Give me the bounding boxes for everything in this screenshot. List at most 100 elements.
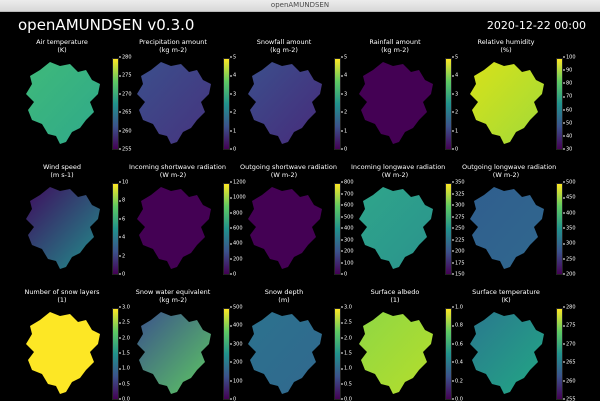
colorbar-tick-label: 2.5 [119, 320, 130, 326]
colorbar [223, 183, 230, 275]
colorbar-tick-label: 80 [563, 81, 572, 87]
colorbar-tick-label: 0.6 [452, 342, 463, 347]
colorbar-tick-label: 100 [341, 261, 354, 266]
colorbar-ticks: 280 275 270 265 260 255 [563, 305, 583, 401]
colorbar-tick-label: 3.0 [341, 305, 352, 311]
colorbar-tick-label: 265 [563, 360, 576, 366]
colorbar-tick-label: 1000 [230, 195, 246, 201]
panel-unit: (%) [500, 46, 512, 54]
colorbar [112, 183, 119, 275]
colorbar-tick-label: 270 [119, 92, 132, 97]
colorbar-tick-label: 50 [563, 121, 572, 126]
colorbar-tick-label: 10 [119, 180, 128, 186]
colorbar-tick-label: 0.0 [119, 397, 130, 401]
raster-map [242, 58, 326, 150]
panel-precipitation-amount: Precipitation amount (kg m-2) 5 4 3 2 1 0 [129, 38, 247, 158]
raster-map [242, 183, 326, 275]
raster-map [464, 58, 548, 150]
panel-title: Rainfall amount [369, 38, 421, 46]
colorbar [556, 58, 563, 150]
panel-title: Precipitation amount [139, 38, 207, 46]
panel-unit: (1) [57, 296, 67, 304]
colorbar [112, 58, 119, 150]
colorbar-tick-label: 450 [563, 195, 576, 201]
colorbar-tick-label: 600 [230, 226, 243, 232]
window-title: openAMUNDSEN [270, 1, 330, 9]
colorbar-tick-label: 0 [452, 147, 458, 153]
colorbar-tick-label: 1.0 [119, 366, 130, 372]
panel-air-temperature: Air temperature (K) 280 275 270 265 260 255 [18, 38, 136, 158]
colorbar-tick-label: 500 [230, 305, 243, 311]
colorbar-tick-label: 255 [119, 147, 132, 153]
panel-surface-temperature: Surface temperature (K) 280 275 270 265 260 255 [462, 288, 580, 401]
panel-title: Snow depth [264, 288, 304, 296]
colorbar-tick-label: 1.0 [341, 366, 352, 372]
colorbar-tick-label: 70 [563, 94, 572, 100]
panel-title: Wind speed [42, 163, 82, 171]
colorbar-tick-label: 1 [341, 129, 347, 134]
panel-wind-speed: Wind speed (m s-1) 10 8 6 4 2 0 [18, 163, 136, 283]
window-titlebar[interactable]: openAMUNDSEN [0, 0, 600, 12]
raster-map [353, 183, 437, 275]
colorbar-tick-label: 280 [563, 305, 576, 311]
colorbar-tick-label: 255 [563, 397, 576, 401]
colorbar-ticks: 10 8 6 4 2 0 [119, 180, 139, 277]
panel-title: Incoming shortwave radiation [129, 163, 226, 171]
panel-unit: (W m-2) [492, 171, 520, 179]
colorbar-tick-label: 300 [230, 342, 243, 347]
colorbar-tick-label: 350 [452, 180, 465, 186]
colorbar-tick-label: 1 [230, 129, 236, 134]
colorbar-tick-label: 1 [452, 129, 458, 134]
colorbar-tick-label: 0.8 [452, 323, 463, 329]
panel-title: Snowfall amount [256, 38, 312, 46]
raster-map [464, 308, 548, 400]
colorbar-tick-label: 300 [452, 203, 465, 209]
colorbar-tick-label: 275 [452, 215, 465, 220]
colorbar-tick-label: 8 [119, 198, 125, 204]
panel-unit: (K) [57, 46, 67, 54]
colorbar-tick-label: 500 [341, 215, 354, 220]
app-title: openAMUNDSEN v0.3.0 [18, 16, 195, 34]
colorbar-tick-label: 4 [119, 235, 125, 241]
panel-title: Surface albedo [370, 288, 420, 296]
panel-title: Outgoing longwave radiation [462, 163, 557, 171]
colorbar-tick-label: 800 [230, 211, 243, 216]
panel-snowfall-amount: Snowfall amount (kg m-2) 5 4 3 2 1 0 [240, 38, 358, 158]
colorbar-ticks: 1200 1000 800 600 400 200 0 [230, 180, 250, 277]
colorbar-tick-label: 400 [230, 241, 243, 247]
colorbar [445, 58, 452, 150]
panel-number-of-snow-layers: Number of snow layers (1) 3.0 2.5 2.0 1.5 1.0 0… [18, 288, 136, 401]
panel-unit: (1) [390, 296, 400, 304]
raster-map [131, 183, 215, 275]
colorbar-ticks: 5 4 3 2 1 0 [452, 55, 472, 153]
raster-map [20, 183, 104, 275]
colorbar-ticks: 100 90 80 70 60 50 40 30 [563, 55, 583, 152]
colorbar [445, 308, 452, 400]
panel-title: Incoming longwave radiation [351, 163, 446, 171]
colorbar-tick-label: 100 [563, 55, 576, 61]
raster-map [131, 308, 215, 400]
raster-map [353, 58, 437, 150]
colorbar-tick-label: 1200 [230, 180, 246, 186]
colorbar-tick-label: 4 [230, 73, 236, 79]
colorbar-tick-label: 280 [119, 55, 132, 61]
panel-incoming-longwave-radiation: Incoming longwave radiation (W m-2) 350 325… [351, 163, 469, 283]
colorbar-tick-label: 90 [563, 68, 572, 74]
colorbar-tick-label: 700 [341, 192, 354, 197]
colorbar-tick-label: 225 [452, 238, 465, 243]
colorbar-tick-label: 600 [341, 203, 354, 209]
colorbar-tick-label: 100 [230, 379, 243, 384]
panel-outgoing-longwave-radiation: Outgoing longwave radiation (W m-2) 500 450… [462, 163, 580, 283]
colorbar-ticks: 350 325 300 275 250 225 200 175 150 [452, 180, 472, 277]
panel-unit: (W m-2) [381, 171, 409, 179]
panel-title: Outgoing shortwave radiation [240, 163, 337, 171]
colorbar-tick-label: 0.0 [341, 397, 352, 401]
colorbar-tick-label: 0.0 [452, 397, 463, 401]
panel-unit: (m) [278, 296, 290, 304]
colorbar-tick-label: 2 [230, 110, 236, 116]
panel-outgoing-shortwave-radiation: Outgoing shortwave radiation (W m-2) 800 70… [240, 163, 358, 283]
colorbar-tick-label: 200 [230, 257, 243, 262]
raster-map [464, 183, 548, 275]
colorbar-ticks: 500 400 300 200 100 0 [230, 305, 250, 401]
